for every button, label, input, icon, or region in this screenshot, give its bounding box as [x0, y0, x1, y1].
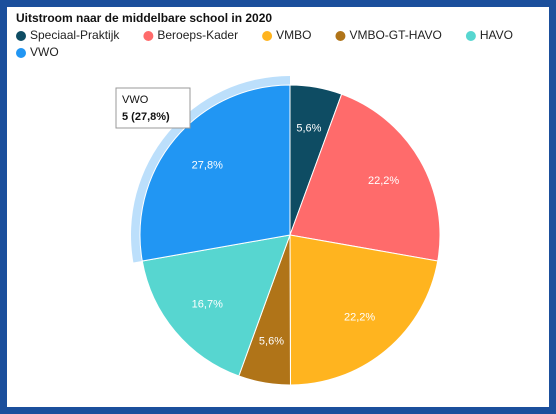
- slice[interactable]: [289, 234, 439, 386]
- legend-label[interactable]: HAVO: [480, 28, 513, 42]
- legend-swatch: [465, 31, 476, 41]
- legend-label[interactable]: VMBO-GT-HAVO: [349, 28, 441, 42]
- data-label: 5,6%: [296, 123, 321, 135]
- legend-swatch: [16, 31, 26, 41]
- data-label: 5,6%: [259, 335, 284, 347]
- legend-label[interactable]: Beroeps-Kader: [157, 28, 238, 42]
- data-label: 27,8%: [192, 159, 223, 171]
- chart-title: Uitstroom naar de middelbare school in 2…: [16, 11, 272, 25]
- data-label: 22,2%: [344, 312, 375, 324]
- tooltip-text: 5 (27,8%): [122, 111, 170, 123]
- data-label: 16,7%: [192, 298, 223, 310]
- legend-swatch: [262, 31, 273, 41]
- slice[interactable]: [141, 234, 291, 377]
- legend-label[interactable]: VMBO: [276, 28, 311, 42]
- slice[interactable]: [139, 84, 291, 262]
- legend-swatch: [143, 31, 154, 41]
- tooltip: VWO 5 (27,8%): [115, 87, 191, 129]
- legend-label[interactable]: Speciaal-Praktijk: [30, 28, 120, 42]
- data-label: 22,2%: [368, 175, 399, 187]
- legend-swatch: [335, 31, 346, 41]
- legend-label[interactable]: VWO: [30, 45, 59, 59]
- legend-swatch: [16, 48, 26, 58]
- tooltip-box: [115, 87, 191, 129]
- slice[interactable]: [289, 93, 441, 262]
- tooltip-title: VWO: [122, 94, 149, 106]
